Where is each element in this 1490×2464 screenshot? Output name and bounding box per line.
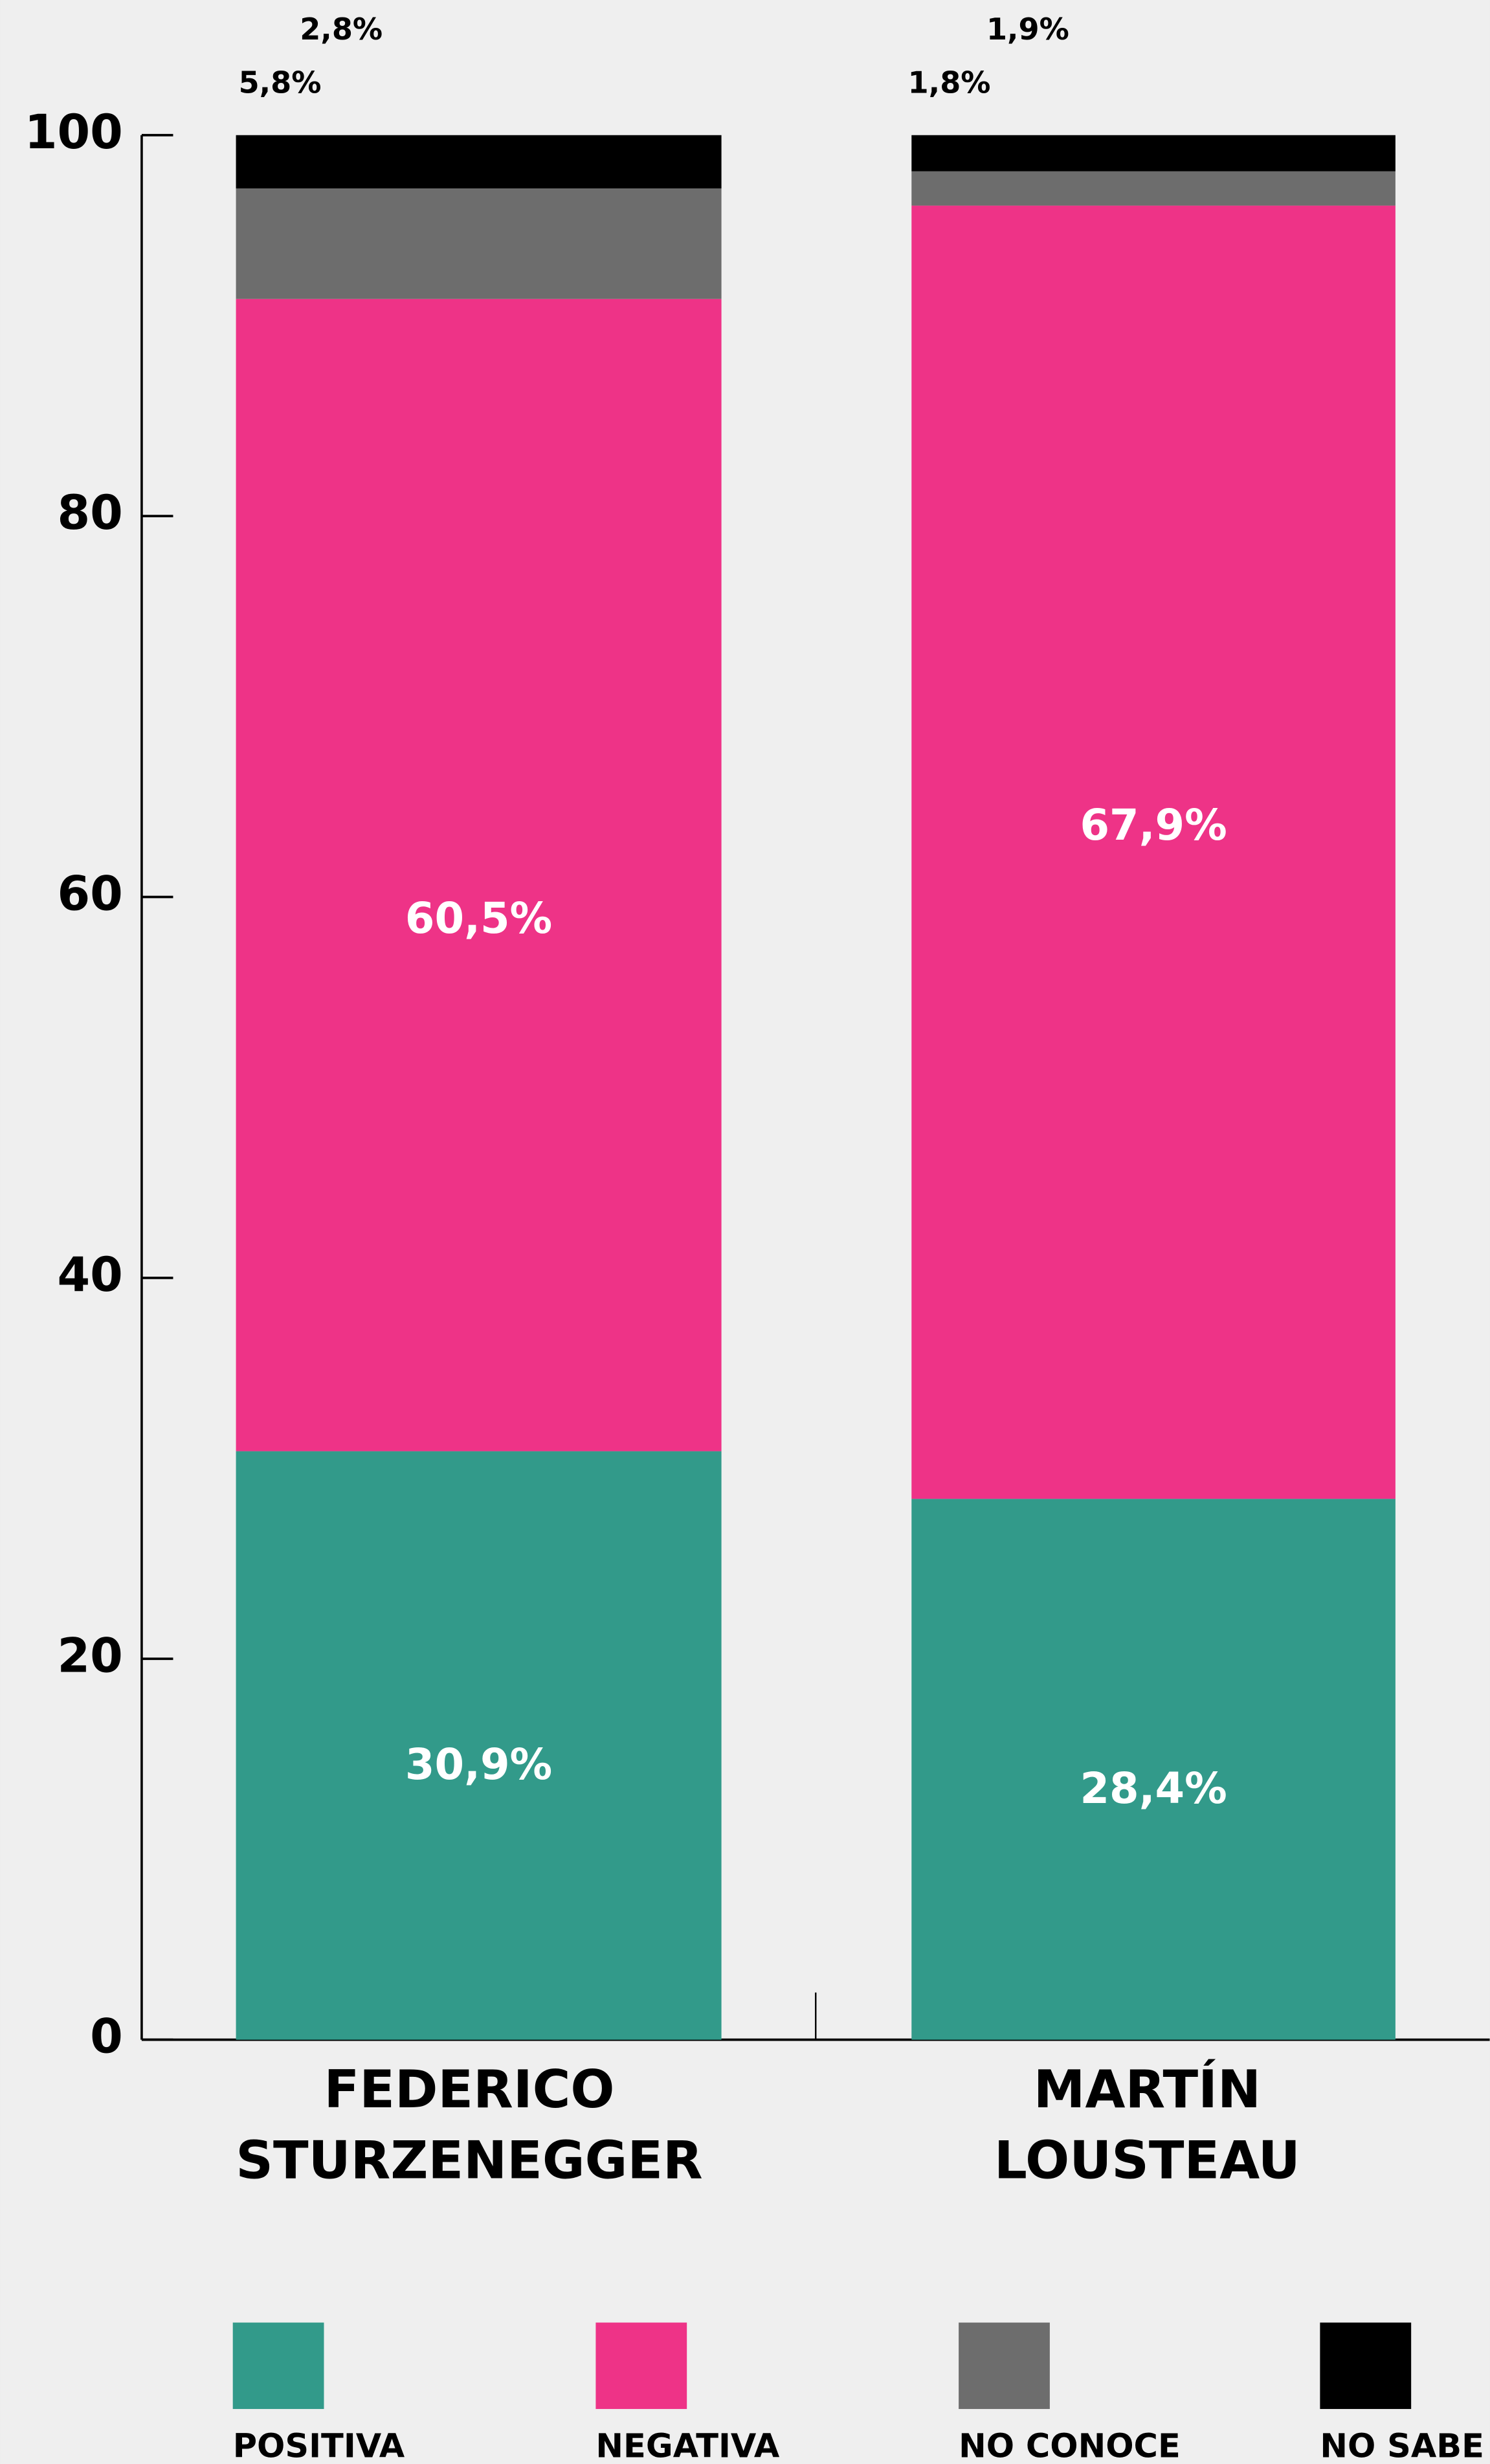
bar-segment [236,298,722,1451]
value-label: 5,8% [239,65,322,100]
x-tick-label: MARTÍN LOUSTEAU [994,2059,1300,2190]
value-label: 2,8% [300,12,383,47]
y-tick-label: 0 [90,2010,123,2065]
y-tick-label: 40 [57,1248,122,1303]
y-tick-label: 60 [57,867,122,922]
legend-label: NO CONOCE [959,2428,1181,2464]
bar-segment [911,135,1395,172]
value-label: 28,4% [1080,1764,1227,1813]
bar-segment [236,188,722,299]
value-label: 67,9% [1080,801,1227,850]
y-tick-label: 80 [57,486,122,541]
value-label: 60,5% [405,894,552,943]
legend-label: NEGATIVA [595,2428,780,2464]
bar-segment [911,171,1395,206]
legend-label: NO SABE [1320,2428,1484,2464]
value-label: 1,8% [908,65,991,100]
bar-segment [911,1499,1395,2040]
legend-swatch [1320,2322,1412,2410]
x-tick-label-line: MARTÍN [1034,2059,1261,2120]
bar-segment [236,1451,722,2040]
x-tick-label-line: FEDERICO [324,2059,615,2120]
y-tick-label: 20 [57,1628,122,1683]
x-tick-label-line: STURZENEGGER [236,2130,702,2190]
legend-swatch [232,2322,324,2410]
x-tick-label-line: LOUSTEAU [994,2130,1300,2190]
legend-swatch [595,2322,687,2410]
bar-segment [236,135,722,189]
x-tick-label: FEDERICO STURZENEGGER [236,2059,702,2190]
legend-label: POSITIVA [233,2428,405,2464]
bar-segment [911,205,1395,1499]
y-tick-label: 100 [25,105,123,160]
value-label: 30,9% [405,1740,552,1789]
legend-swatch [959,2322,1050,2410]
value-label: 1,9% [986,12,1069,47]
